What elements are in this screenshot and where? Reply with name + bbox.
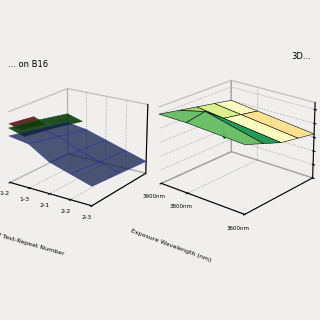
Text: ... on B16: ... on B16 [8,60,48,69]
X-axis label: Exposure Wavelength (nm): Exposure Wavelength (nm) [130,228,212,263]
X-axis label: Type of Test-Repeat Number: Type of Test-Repeat Number [0,227,65,256]
Text: 3D...: 3D... [292,52,312,61]
